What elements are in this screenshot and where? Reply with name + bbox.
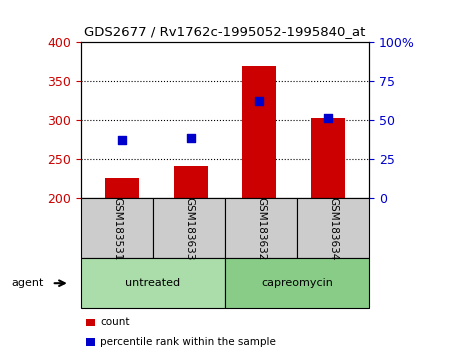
Bar <box>310 118 345 198</box>
Text: agent: agent <box>11 278 44 288</box>
Text: percentile rank within the sample: percentile rank within the sample <box>100 337 276 347</box>
Text: GDS2677 / Rv1762c-1995052-1995840_at: GDS2677 / Rv1762c-1995052-1995840_at <box>84 25 366 38</box>
Point <box>324 115 332 121</box>
Text: GSM183633: GSM183633 <box>184 196 194 260</box>
Bar <box>105 178 140 198</box>
Point <box>118 137 126 143</box>
Text: GSM183632: GSM183632 <box>256 196 266 260</box>
Bar <box>174 166 208 198</box>
Text: count: count <box>100 317 130 327</box>
Text: GSM183531: GSM183531 <box>112 196 122 260</box>
Bar <box>242 66 276 198</box>
Text: capreomycin: capreomycin <box>261 278 333 288</box>
Point <box>256 98 263 104</box>
Text: untreated: untreated <box>126 278 180 288</box>
Point <box>187 136 194 141</box>
Text: GSM183634: GSM183634 <box>328 196 338 260</box>
